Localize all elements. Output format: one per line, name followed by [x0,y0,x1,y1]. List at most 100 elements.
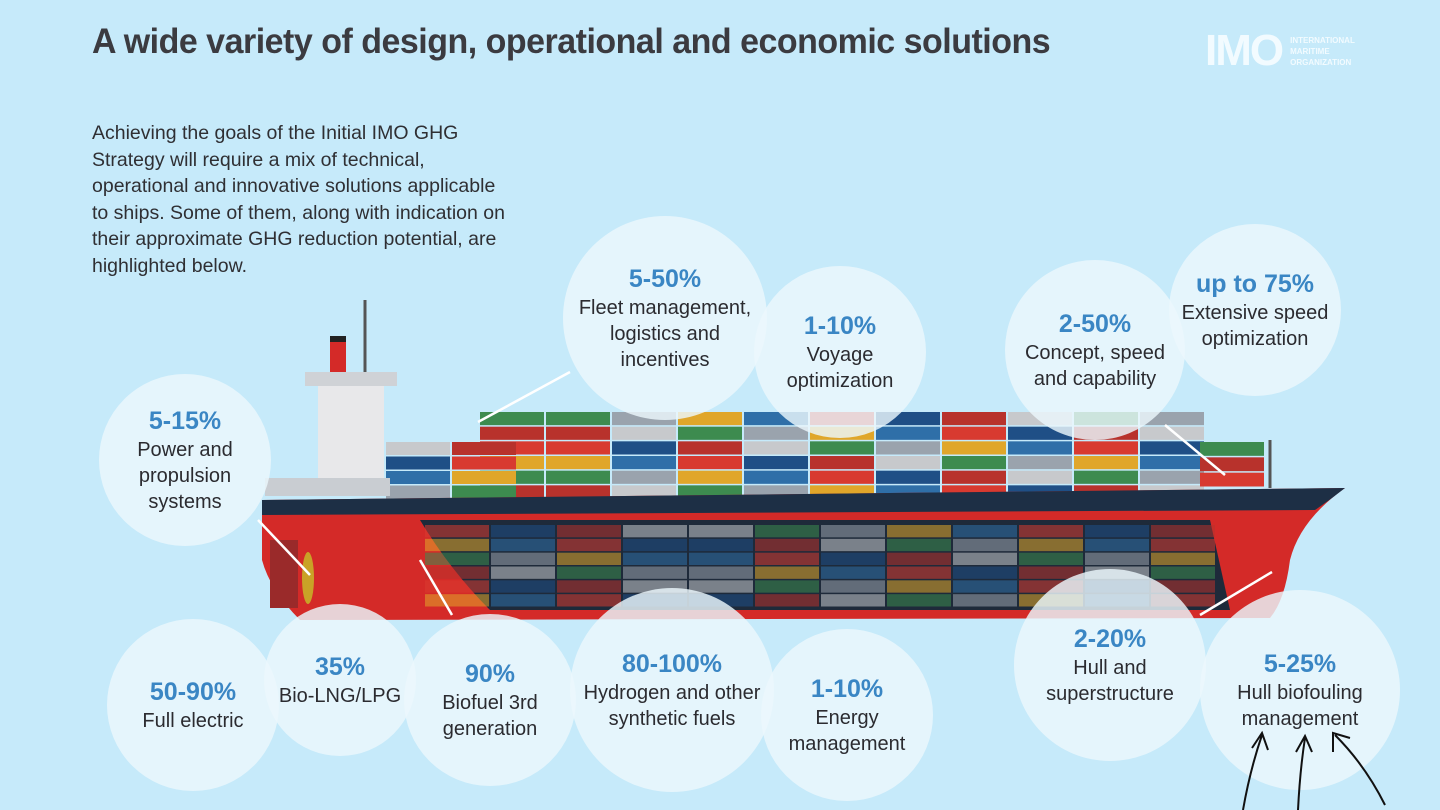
shipping-container [612,456,676,470]
shipping-container [623,566,687,579]
shipping-container [810,441,874,455]
shipping-container [953,566,1017,579]
solution-label: Fleet management, logistics and incentiv… [578,297,752,371]
shipping-container [546,412,610,426]
reduction-percent: 90% [464,660,516,688]
shipping-container [942,470,1006,484]
reduction-percent: 1-10% [803,312,877,340]
reduction-percent: 5-15% [148,407,222,435]
shipping-container [1151,552,1215,565]
shipping-container [876,441,940,455]
shipping-container [1200,457,1264,472]
shipping-container [491,525,555,538]
shipping-container [386,485,450,499]
shipping-container [546,426,610,440]
shipping-container [942,456,1006,470]
rudder [270,540,298,608]
shipping-container [557,525,621,538]
solution-bubble: 80-100% Hydrogen and other synthetic fuel… [570,588,774,792]
shipping-container [678,426,742,440]
shipping-container [821,580,885,593]
bridge-tower [318,380,384,495]
solution-label: Bio-LNG/LPG [278,685,402,707]
shipping-container [689,552,753,565]
shipping-container [452,442,516,455]
solution-label: Hull and superstructure [1046,657,1174,705]
shipping-container [755,566,819,579]
reduction-percent: 1-10% [810,675,884,703]
shipping-container [612,485,676,499]
shipping-container [953,525,1017,538]
shipping-container [876,470,940,484]
solution-bubble: 1-10% Energy management [761,629,933,801]
shipping-container [887,566,951,579]
propeller [302,552,314,604]
shipping-container [942,412,1006,426]
shipping-container [491,552,555,565]
shipping-container [1140,426,1204,440]
solution-label: Biofuel 3rd generation [442,692,538,740]
shipping-container [689,538,753,552]
shipping-container [452,471,516,484]
shipping-container [887,580,951,593]
solution-bubble: 90% Biofuel 3rd generation [404,614,576,786]
solution-label: Extensive speed optimization [1181,302,1329,350]
shipping-container [386,442,450,455]
shipping-container [821,594,885,607]
bridge-deck [305,372,397,386]
shipping-container [1151,538,1215,552]
shipping-container [1074,456,1138,470]
shipping-container [876,426,940,440]
funnel-top [330,336,346,342]
page-title: A wide variety of design, operational an… [92,22,1051,61]
shipping-container [1074,441,1138,455]
shipping-container [755,552,819,565]
shipping-container [425,538,489,552]
solution-label: Energy management [788,707,906,755]
shipping-container [1140,456,1204,470]
shipping-container [810,456,874,470]
solution-bubble: 50-90% Full electric [107,619,279,791]
shipping-container [689,566,753,579]
shipping-container [953,580,1017,593]
shipping-container [1019,552,1083,565]
shipping-container [557,580,621,593]
shipping-container [876,456,940,470]
shipping-container [953,538,1017,552]
shipping-container [821,552,885,565]
shipping-container [1019,525,1083,538]
shipping-container [612,426,676,440]
shipping-container [1008,456,1072,470]
logo-line: MARITIME [1290,46,1330,56]
shipping-container [810,470,874,484]
shipping-container [744,441,808,455]
solution-bubble: up to 75% Extensive speed optimization [1169,224,1341,396]
shipping-container [557,594,621,607]
shipping-container [755,580,819,593]
shipping-container [557,552,621,565]
shipping-container [1200,442,1264,456]
shipping-container [887,552,951,565]
shipping-container [755,594,819,607]
shipping-container [953,594,1017,607]
solution-bubble: 35% Bio-LNG/LPG [264,604,416,756]
solution-bubble: 5-15% Power and propulsion systems [99,374,271,546]
logo-line: INTERNATIONAL [1290,35,1355,45]
shipping-container [887,538,951,552]
hull-topside [262,488,1345,515]
shipping-container [1085,525,1149,538]
shipping-container [425,580,489,593]
solution-bubble: 1-10% Voyage optimization [754,266,926,438]
shipping-container [612,470,676,484]
shipping-container [425,525,489,538]
shipping-container [689,525,753,538]
solution-bubble: 5-50% Fleet management, logistics and inc… [563,216,767,420]
shipping-container [1019,538,1083,552]
shipping-container [1008,441,1072,455]
shipping-container [755,538,819,552]
shipping-container [744,456,808,470]
reduction-percent: up to 75% [1195,270,1315,298]
shipping-container [1019,566,1083,579]
shipping-container [546,485,610,499]
solution-label: Concept, speed and capability [1024,342,1166,390]
